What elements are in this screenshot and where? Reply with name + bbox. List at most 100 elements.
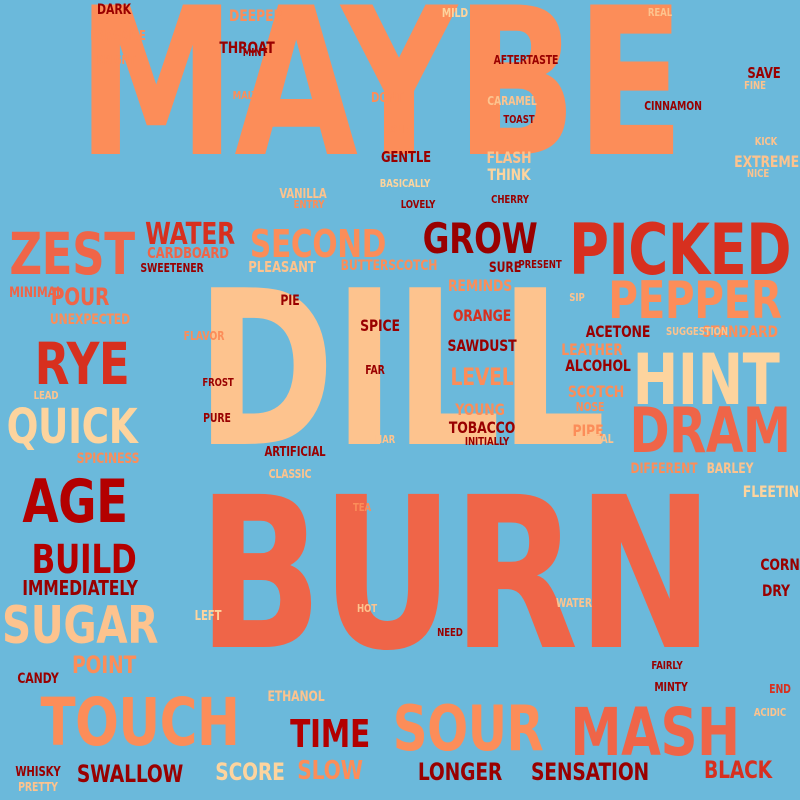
word-grow: GROW	[422, 214, 538, 263]
word-pie: PIE	[280, 293, 300, 309]
word-barley: BARLEY	[706, 461, 754, 477]
word-deal: DEAL	[586, 432, 614, 446]
word-classic: CLASSIC	[268, 467, 312, 481]
word-deeper: DEEPER	[229, 6, 283, 25]
word-pepper: PEPPER	[608, 271, 782, 331]
word-fleeting: FLEETING	[742, 482, 800, 501]
word-different: DIFFERENT	[630, 461, 698, 477]
word-zest: ZEST	[9, 220, 135, 288]
word-fairly: FAIRLY	[651, 659, 683, 672]
word-left: LEFT	[194, 609, 222, 624]
word-kick: KICK	[754, 135, 778, 148]
word-cherry: CHERRY	[491, 193, 529, 206]
word-initially: INITIALLY	[464, 435, 510, 448]
word-spiciness: SPICINESS	[76, 451, 140, 467]
word-age: AGE	[22, 467, 128, 537]
word-present: PRESENT	[518, 258, 562, 271]
word-tea: TEA	[352, 501, 372, 514]
word-candy: CANDY	[17, 671, 59, 687]
word-artificial: ARTIFICIAL	[264, 445, 326, 460]
word-acetone: ACETONE	[585, 322, 651, 341]
word-immediately: IMMEDIATELY	[22, 576, 138, 600]
word-reminds: REMINDS	[447, 276, 513, 295]
word-minimal: MINIMAL	[9, 285, 63, 301]
word-sweetener: SWEETENER	[140, 261, 204, 275]
word-cinnamon: CINNAMON	[644, 99, 702, 113]
word-acidic: ACIDIC	[753, 706, 787, 719]
word-sugar: SUGAR	[1, 596, 159, 656]
word-able: ABLE	[383, 123, 409, 136]
word-far: FAR	[365, 363, 385, 377]
word-spice: SPICE	[360, 316, 400, 335]
word-maybe: MAYBE	[76, 0, 685, 203]
word-pleasant: PLEASANT	[248, 258, 316, 276]
word-nice: NICE	[746, 167, 770, 180]
word-tobacco: TOBACCO	[448, 418, 516, 437]
word-sawdust: SAWDUST	[447, 336, 517, 355]
word-standard: STANDARD	[702, 322, 778, 341]
word-water: WATER	[145, 217, 235, 252]
word-aftertaste: AFTERTASTE	[493, 53, 559, 67]
word-sip: SIP	[569, 291, 585, 304]
word-pretty: PRETTY	[18, 780, 58, 794]
word-hot: HOT	[356, 602, 378, 615]
word-frost: FROST	[202, 376, 234, 389]
word-basically: BASICALLY	[379, 177, 431, 190]
word-pure: PURE	[203, 411, 231, 425]
word-unexpected: UNEXPECTED	[49, 312, 131, 328]
word-cardboard: CARDBOARD	[147, 244, 229, 262]
word-nose: NOSE	[575, 400, 605, 414]
word-level: LEVEL	[450, 363, 514, 391]
word-mash: MASH	[570, 694, 740, 771]
word-suggestion: SUGGESTION	[666, 325, 728, 338]
word-burn: BURN	[197, 452, 714, 697]
word-lovely: LOVELY	[400, 198, 436, 211]
word-dont: DONT	[370, 91, 404, 106]
word-lead: LEAD	[33, 389, 59, 402]
word-water-2: WATER	[556, 596, 592, 610]
word-minty: MINTY	[654, 680, 688, 694]
word-hint: HINT	[632, 339, 780, 421]
word-whisky: WHISKY	[15, 765, 61, 780]
word-sure: SURE	[488, 260, 522, 276]
word-picked: PICKED	[568, 209, 792, 291]
word-bright: BRIGHT	[96, 53, 136, 67]
word-build: BUILD	[31, 537, 137, 583]
word-toast: TOAST	[503, 113, 535, 126]
word-pipe: PIPE	[572, 421, 604, 440]
word-touch: TOUCH	[40, 684, 240, 761]
word-flash: FLASH	[486, 148, 532, 167]
word-real: REAL	[647, 6, 673, 19]
word-mint: MINT	[242, 46, 268, 59]
word-gentle: GENTLE	[380, 148, 432, 166]
word-dry: DRY	[762, 581, 790, 600]
word-mild: MILD	[441, 6, 469, 20]
word-quick: QUICK	[6, 399, 138, 455]
word-think: THINK	[487, 165, 531, 184]
word-corn: CORN	[760, 555, 800, 574]
word-throat: THROAT	[219, 38, 275, 57]
word-dill: DILL	[195, 244, 606, 495]
word-ethanol: ETHANOL	[267, 689, 325, 705]
word-scotch: SCOTCH	[567, 382, 625, 401]
word-leather: LEATHER	[561, 340, 623, 359]
word-time: TIME	[290, 712, 370, 756]
word-sensation: SENSATION	[530, 758, 650, 786]
word-dram: DRAM	[629, 394, 791, 467]
word-alcohol: ALCOHOL	[565, 356, 631, 375]
word-paradise: PARADISE	[90, 29, 146, 44]
word-save: SAVE	[747, 64, 781, 82]
word-rye: RYE	[34, 330, 130, 398]
word-sour: SOUR	[392, 692, 544, 765]
word-extremely: EXTREMELY	[734, 152, 800, 171]
word-score: SCORE	[215, 758, 285, 786]
word-point: POINT	[71, 651, 137, 679]
word-butterscotch: BUTTERSCOTCH	[340, 258, 438, 274]
word-longer: LONGER	[417, 758, 503, 786]
word-malt: MALT	[232, 89, 258, 102]
word-black: BLACK	[704, 756, 772, 784]
word-young: YOUNG	[455, 400, 505, 419]
word-slow: SLOW	[297, 756, 363, 786]
word-fine: FINE	[744, 79, 766, 92]
